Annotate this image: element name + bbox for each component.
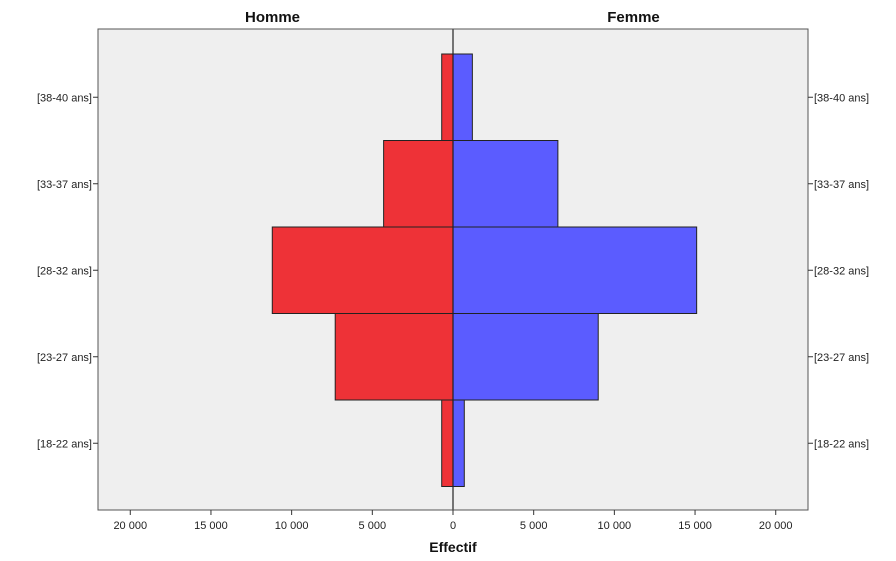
bar-femme-2 [452,226,698,314]
bar-homme-0 [441,399,454,487]
x-tick-label: 0 [450,520,456,532]
x-tick-label: 10 000 [275,520,309,532]
y-tick-label-right: [33-37 ans] [814,179,869,191]
bar-femme-1 [452,313,599,401]
y-tick-label-right: [23-27 ans] [814,352,869,364]
y-tick-label-left: [23-27 ans] [37,352,92,364]
y-tick-label-right: [28-32 ans] [814,265,869,277]
y-tick-label-left: [33-37 ans] [37,179,92,191]
bar-homme-1 [334,313,454,401]
femme-panel-title: Femme [607,9,660,26]
bar-femme-4 [452,53,473,141]
homme-panel-title: Homme [245,9,300,26]
x-tick-label: 15 000 [194,520,228,532]
bar-femme-0 [452,399,465,487]
y-tick-label-left: [38-40 ans] [37,92,92,104]
y-tick-label-right: [18-22 ans] [814,438,869,450]
x-tick-label: 10 000 [598,520,632,532]
x-tick-label: 20 000 [759,520,793,532]
x-axis-title: Effectif [429,539,477,555]
bar-homme-3 [383,140,454,228]
x-tick-label: 5 000 [359,520,387,532]
x-tick-label: 15 000 [678,520,712,532]
y-tick-label-left: [28-32 ans] [37,265,92,277]
bar-homme-2 [271,226,454,314]
y-tick-label-left: [18-22 ans] [37,438,92,450]
x-tick-label: 5 000 [520,520,548,532]
bar-homme-4 [441,53,454,141]
x-tick-label: 20 000 [113,520,147,532]
y-tick-label-right: [38-40 ans] [814,92,869,104]
bar-femme-3 [452,140,559,228]
